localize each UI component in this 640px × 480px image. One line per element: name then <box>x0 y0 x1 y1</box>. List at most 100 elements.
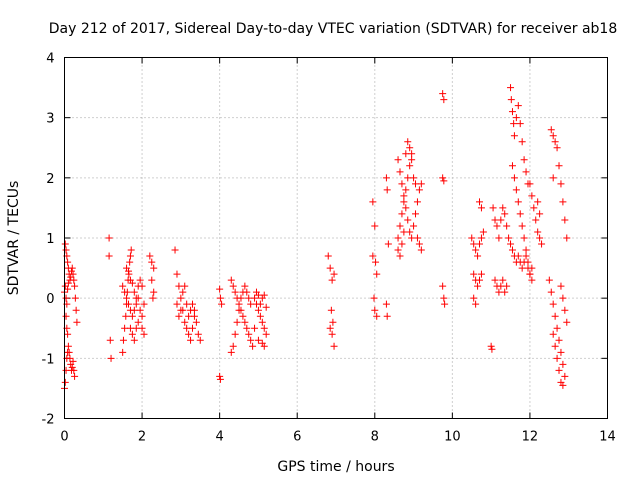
data-point <box>249 342 257 350</box>
data-point <box>173 270 181 278</box>
data-point <box>243 324 251 332</box>
y-tick-label: -1 <box>42 352 55 367</box>
y-tick-label: 2 <box>46 172 54 187</box>
data-point <box>551 342 559 350</box>
data-point <box>563 234 571 242</box>
data-point <box>64 285 72 293</box>
y-tick-label: 4 <box>46 52 54 67</box>
data-point <box>123 294 131 302</box>
data-point <box>396 222 404 230</box>
data-point <box>72 306 80 314</box>
data-point <box>538 240 546 248</box>
data-point <box>71 372 79 380</box>
data-point <box>487 342 495 350</box>
data-point <box>216 285 224 293</box>
data-point <box>408 156 416 164</box>
data-point <box>555 162 563 170</box>
data-point <box>119 336 127 344</box>
data-point <box>106 336 114 344</box>
data-point <box>404 138 412 146</box>
data-point <box>545 276 553 284</box>
data-point <box>65 348 73 356</box>
data-point <box>373 270 381 278</box>
data-point <box>501 210 509 218</box>
data-point <box>69 357 77 365</box>
data-point <box>518 138 526 146</box>
data-point <box>470 270 478 278</box>
data-point <box>148 276 156 284</box>
data-point <box>194 330 202 338</box>
data-point <box>126 258 134 266</box>
data-point <box>522 252 530 260</box>
data-point <box>326 324 334 332</box>
data-point <box>124 267 132 275</box>
data-point <box>547 288 555 296</box>
y-tick-label: -2 <box>42 413 55 428</box>
data-point <box>563 318 571 326</box>
data-point <box>124 300 132 308</box>
data-point <box>402 150 410 158</box>
data-point <box>330 342 338 350</box>
data-point <box>557 348 565 356</box>
data-point <box>528 192 536 200</box>
data-point <box>557 180 565 188</box>
data-point <box>329 318 337 326</box>
data-point <box>254 336 262 344</box>
data-point <box>491 276 499 284</box>
chart-title: Day 212 of 2017, Sidereal Day-to-day VTE… <box>49 21 618 37</box>
data-point <box>188 300 196 308</box>
data-point <box>404 216 412 224</box>
data-point <box>476 198 484 206</box>
data-point <box>173 300 181 308</box>
data-point <box>371 222 379 230</box>
data-point <box>262 303 270 311</box>
data-point <box>440 177 448 185</box>
data-point <box>105 252 113 260</box>
data-point <box>510 132 518 140</box>
data-point <box>132 294 140 302</box>
data-point <box>187 336 195 344</box>
data-point <box>396 168 404 176</box>
data-point <box>61 378 69 386</box>
y-tick-label: 1 <box>46 232 54 247</box>
data-point <box>121 288 129 296</box>
data-point <box>526 270 534 278</box>
data-point <box>384 240 392 248</box>
y-tick-label: 3 <box>46 112 54 127</box>
x-tick-labels: 0 2 4 6 8 10 12 14 <box>60 430 615 445</box>
data-point <box>559 198 567 206</box>
data-point <box>507 240 515 248</box>
data-point <box>134 318 142 326</box>
data-point <box>518 222 526 230</box>
data-point <box>326 264 334 272</box>
data-point <box>410 174 418 182</box>
data-point <box>528 276 536 284</box>
data-point <box>61 240 69 248</box>
data-point <box>470 294 478 302</box>
data-point <box>181 318 189 326</box>
data-point <box>549 174 557 182</box>
data-point <box>235 306 243 314</box>
data-point <box>508 162 516 170</box>
data-point <box>136 276 144 284</box>
data-point <box>474 252 482 260</box>
data-point <box>417 246 425 254</box>
data-point <box>328 330 336 338</box>
data-point <box>67 267 75 275</box>
data-point <box>507 84 515 92</box>
data-point <box>148 258 156 266</box>
data-point <box>382 300 390 308</box>
data-point <box>324 252 332 260</box>
data-point <box>369 198 377 206</box>
data-point <box>520 234 528 242</box>
data-point <box>130 288 138 296</box>
data-point <box>406 144 414 152</box>
data-point <box>70 366 78 374</box>
data-point <box>520 156 528 164</box>
data-point <box>68 363 76 371</box>
data-point <box>254 291 262 299</box>
data-point <box>468 234 476 242</box>
data-point <box>553 324 561 332</box>
data-point <box>553 144 561 152</box>
